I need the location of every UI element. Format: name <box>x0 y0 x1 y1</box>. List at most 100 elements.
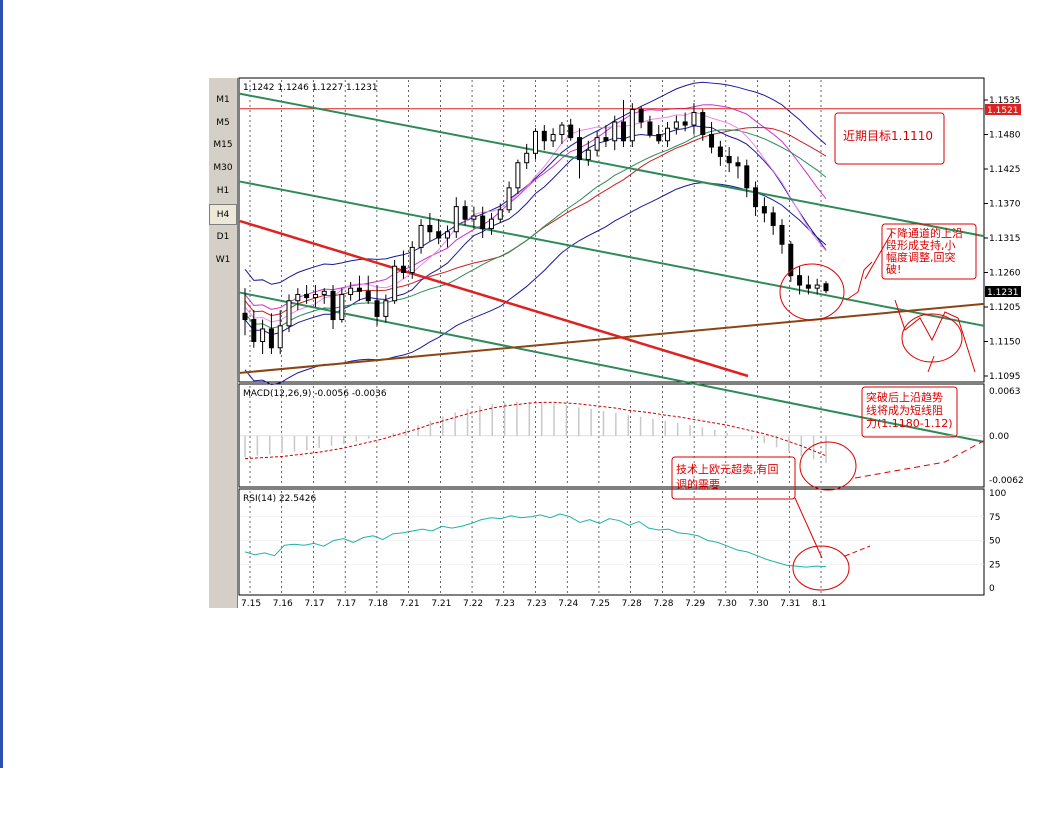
macd-signal-line <box>244 401 827 460</box>
timeframe-m5-button[interactable]: M5 <box>216 118 230 128</box>
candle-body <box>559 124 565 136</box>
candle-body <box>682 121 688 126</box>
candle-body <box>444 231 450 239</box>
price-tick-label: 1.1095 <box>989 372 1021 382</box>
candle-body <box>400 265 406 273</box>
candle-body <box>480 215 486 230</box>
price-tick-label: 1.1480 <box>989 131 1021 141</box>
price-circle <box>779 263 845 321</box>
candle-body <box>392 265 398 302</box>
candle-body <box>533 130 538 154</box>
timeframe-h1-button[interactable]: H1 <box>216 186 230 196</box>
projection-path-1 <box>845 261 873 301</box>
falling-trendline <box>239 219 749 378</box>
candle-body <box>735 162 741 167</box>
rsi-tick-label: 100 <box>989 489 1006 499</box>
rsi-label: RSI(14) 22.5426 <box>243 494 316 504</box>
ohlc-label: 1.1242 1.1246 1.1227 1.1231 <box>243 83 378 93</box>
macd-tick-label: 0.0063 <box>989 387 1021 397</box>
timeframe-m30-button[interactable]: M30 <box>213 163 233 173</box>
channel-note-pointer <box>864 231 893 280</box>
candle-body <box>673 121 679 129</box>
candle-body <box>805 284 811 289</box>
rsi-tick-label: 75 <box>989 513 1000 523</box>
candle-body <box>453 206 459 233</box>
candle-body <box>726 155 732 164</box>
oversold-note-line-1: 技术上欧元超卖,有回 <box>676 462 779 476</box>
macd-plot <box>240 401 984 463</box>
candle-body <box>814 284 820 289</box>
date-tick-label: 7.16 <box>273 599 293 609</box>
price-tick-label: 1.1260 <box>989 269 1021 279</box>
candle-body <box>621 121 627 142</box>
candle-body <box>612 121 618 142</box>
candle-body <box>418 224 424 248</box>
hand-drawn-marks <box>779 231 986 591</box>
candle-body <box>321 290 327 295</box>
timeframe-m1-button[interactable]: M1 <box>216 95 230 105</box>
date-tick-label: 7.15 <box>241 599 261 609</box>
break-note-box <box>861 386 958 438</box>
date-tick-label: 7.24 <box>558 599 578 609</box>
current-price-badge <box>985 286 1021 297</box>
candle-body <box>770 212 776 226</box>
macd-label: MACD(12,26,9) -0.0056 -0.0036 <box>243 389 387 399</box>
candle-body <box>251 319 257 342</box>
candle-body <box>506 187 512 211</box>
date-tick-label: 8.1 <box>812 599 826 609</box>
candle-body <box>383 300 389 317</box>
break-note-pointer <box>927 355 935 373</box>
trend-lines <box>239 92 985 443</box>
timeframe-m15-button[interactable]: M15 <box>213 140 233 150</box>
target-note-box <box>834 112 945 165</box>
candle-body <box>242 312 248 321</box>
channel-middle-line <box>239 180 985 327</box>
macd-projection <box>854 439 986 479</box>
candle-body <box>761 206 767 214</box>
date-tick-label: 7.17 <box>304 599 324 609</box>
rsi-line <box>244 513 827 568</box>
macd-circle <box>799 441 857 491</box>
timeframe-d1-button[interactable]: D1 <box>216 232 230 242</box>
channel-note-box <box>881 223 977 280</box>
candle-body <box>550 134 556 142</box>
candle-body <box>295 293 301 302</box>
candle-body <box>409 246 415 273</box>
magenta-ma-line <box>244 104 827 310</box>
break-note-line-3: 力(1.1180-1.12) <box>866 417 953 430</box>
timeframe-h4-button[interactable]: H4 <box>209 204 237 225</box>
candle-body <box>339 293 345 321</box>
channel-note-line-4: 破! <box>886 262 901 276</box>
candle-body <box>524 152 530 164</box>
candle-body <box>709 134 715 148</box>
date-tick-label: 7.23 <box>495 599 515 609</box>
candle-body <box>788 243 794 277</box>
candle-body <box>656 134 662 142</box>
rsi-plot <box>240 513 984 568</box>
candle-body <box>312 293 318 299</box>
candle-body <box>427 224 433 233</box>
date-tick-label: 7.21 <box>431 599 451 609</box>
candle-body <box>365 290 371 302</box>
oversold-note-line-2: 调的需要 <box>676 477 720 491</box>
macd-panel-frame <box>238 383 985 488</box>
price-tick-label: 1.1535 <box>989 96 1021 106</box>
line-price-badge <box>985 104 1021 115</box>
candle-body <box>471 215 477 220</box>
date-tick-label: 7.29 <box>685 599 705 609</box>
candle-body <box>268 328 274 349</box>
candle-body <box>356 287 362 292</box>
price-tick-label: 1.1315 <box>989 234 1021 244</box>
date-tick-label: 7.28 <box>653 599 673 609</box>
channel-lower-line <box>239 291 985 443</box>
candle-body <box>779 224 785 245</box>
candle-body <box>260 328 266 343</box>
candle-body <box>436 231 442 239</box>
price-tick-label: 1.1425 <box>989 165 1021 175</box>
price-tick-label: 1.1370 <box>989 200 1021 210</box>
timeframe-w1-button[interactable]: W1 <box>215 255 231 265</box>
candle-body <box>462 206 468 220</box>
date-tick-label: 7.22 <box>463 599 483 609</box>
candle-body <box>797 275 803 286</box>
